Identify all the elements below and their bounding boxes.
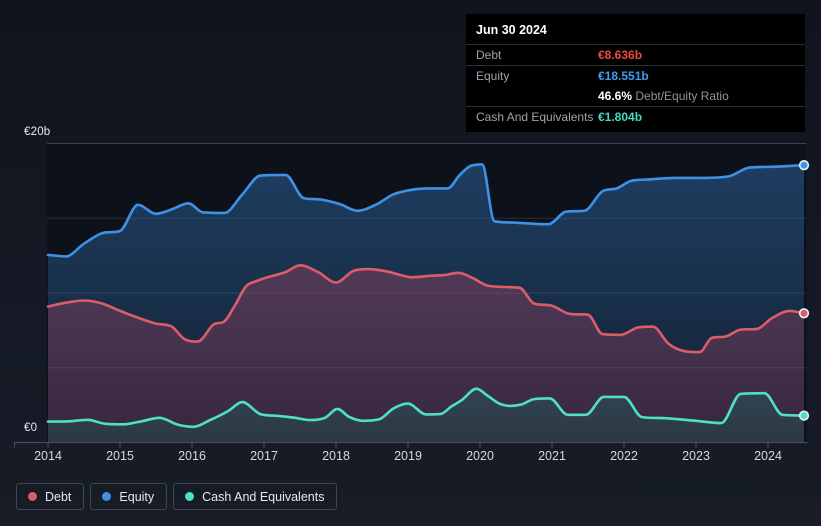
debt-line [46,264,806,354]
tooltip-cash-value: €1.804b [598,110,643,124]
x-axis-label-2023: 2023 [682,449,710,463]
equity-line [46,163,806,258]
equity-endpoint-marker [798,160,810,171]
x-axis-label-2024: 2024 [754,449,782,463]
legend-item-debt[interactable]: Debt [16,483,85,510]
legend-debt-label: Debt [45,489,72,504]
y-axis-label-20b: €20b [24,126,51,138]
tooltip-debt-label: Debt [476,48,502,62]
x-axis-label-2015: 2015 [106,449,134,463]
cash-and-equivalents-line [46,387,806,429]
tooltip-ratio-percent: 46.6% [598,89,633,103]
debt-series-dot-icon [28,492,37,501]
tooltip-cash-row: Cash And Equivalents €1.804b [466,106,805,127]
chart-legend: Debt Equity Cash And Equivalents [16,483,338,510]
tooltip-cash-label: Cash And Equivalents [476,110,594,124]
x-axis-label-2020: 2020 [466,449,494,463]
tooltip-date: Jun 30 2024 [476,23,547,37]
tooltip-debt-value: €8.636b [598,48,643,62]
tooltip-debt-row: Debt €8.636b [466,44,805,65]
tooltip-ratio-row: 46.6% Debt/Equity Ratio [466,86,805,106]
tooltip-ratio-label: Debt/Equity Ratio [635,89,729,103]
equity-series-dot-icon [102,492,112,501]
tooltip-equity-row: Equity €18.551b [466,65,805,86]
legend-cash-label: Cash And Equivalents [202,489,325,504]
legend-equity-label: Equity [119,489,155,504]
x-axis-label-2019: 2019 [394,449,422,463]
cash-and-equivalents-endpoint-marker [798,410,810,421]
legend-item-cash[interactable]: Cash And Equivalents [173,483,338,510]
chart-tooltip: Jun 30 2024 Debt €8.636b Equity €18.551b… [466,14,805,132]
cash-series-dot-icon [185,492,195,501]
tooltip-ratio-value: 46.6% Debt/Equity Ratio [598,89,729,103]
tooltip-equity-value: €18.551b [598,69,649,83]
tooltip-equity-label: Equity [476,69,510,83]
y-axis-label-0: €0 [24,422,38,434]
x-axis-label-2018: 2018 [322,449,350,463]
legend-item-equity[interactable]: Equity [90,483,168,510]
x-axis-label-2017: 2017 [250,449,278,463]
x-axis-label-2014: 2014 [34,449,62,463]
x-axis-label-2021: 2021 [538,449,566,463]
x-axis-label-2016: 2016 [178,449,206,463]
x-axis-label-2022: 2022 [610,449,638,463]
debt-endpoint-marker [798,308,810,319]
